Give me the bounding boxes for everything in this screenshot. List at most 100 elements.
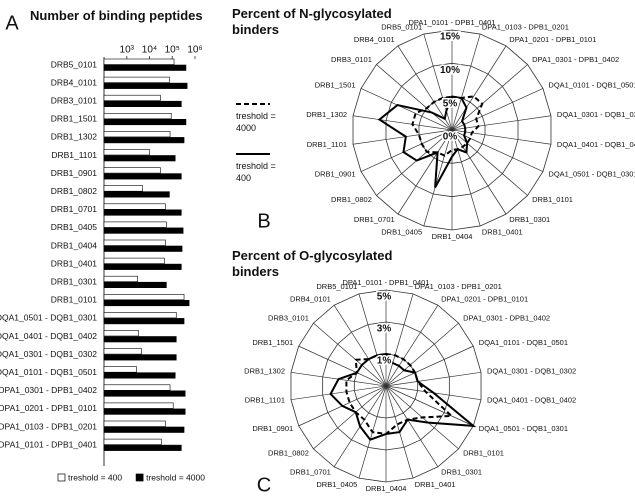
bar bbox=[103, 426, 185, 433]
y-tick-label: DRB1_0701 bbox=[51, 204, 98, 214]
y-tick-label: DRB1_0301 bbox=[51, 276, 98, 286]
category-label: DQA1_0101 - DQB1_0501 bbox=[548, 81, 635, 90]
bar bbox=[103, 312, 177, 319]
bar bbox=[103, 58, 175, 65]
category-label: DPA1_0101 - DPB1_0401 bbox=[342, 278, 429, 287]
panel-label: B bbox=[257, 210, 270, 232]
spoke bbox=[451, 33, 481, 131]
category-label: DRB1_0901 bbox=[315, 169, 356, 178]
legend-label: treshold = 400 bbox=[68, 472, 122, 482]
category-label: DRB1_1101 bbox=[245, 396, 285, 405]
bar bbox=[103, 438, 162, 445]
spoke bbox=[385, 371, 482, 387]
category-label: DRB3_0101 bbox=[268, 314, 309, 323]
y-tick-label: DRB1_1101 bbox=[51, 150, 97, 160]
bar bbox=[103, 366, 137, 373]
radar-line bbox=[377, 95, 469, 189]
bar bbox=[103, 420, 166, 427]
category-label: DRB4_0101 bbox=[354, 35, 395, 44]
y-tick-label: DPA1_0301 - DPB1_0402 bbox=[0, 385, 97, 395]
y-tick-label: DRB5_0101 bbox=[51, 59, 98, 69]
bar bbox=[103, 191, 170, 198]
spoke bbox=[376, 129, 453, 196]
category-label: DQA1_0301 - DQB1_0302 bbox=[487, 366, 576, 375]
r-tick-label: 3% bbox=[377, 324, 392, 335]
category-label: DQA1_0301 - DQB1_0302 bbox=[557, 110, 635, 119]
category-label: DRB1_0301 bbox=[441, 468, 482, 477]
bar bbox=[103, 173, 182, 180]
category-label: DPA1_0101 - DPB1_0401 bbox=[408, 18, 495, 27]
spoke bbox=[451, 129, 552, 145]
bar bbox=[103, 299, 190, 307]
bar bbox=[103, 119, 187, 126]
category-label: DRB1_1501 bbox=[315, 81, 356, 90]
bar bbox=[103, 64, 187, 71]
y-tick-label: DRB1_1501 bbox=[51, 114, 98, 124]
y-tick-label: DRB1_0901 bbox=[51, 168, 98, 178]
spoke bbox=[290, 385, 387, 401]
category-label: DQA1_0501 - DQB1_0301 bbox=[479, 424, 568, 433]
bar bbox=[103, 354, 177, 361]
panel-label: C bbox=[257, 474, 271, 496]
r-tick-label: 0% bbox=[443, 132, 458, 143]
spoke bbox=[451, 64, 528, 131]
spoke bbox=[385, 385, 439, 467]
chart-title: Number of binding peptides bbox=[30, 8, 203, 23]
bar bbox=[103, 155, 176, 162]
category-label: DPA1_0301 - DPB1_0402 bbox=[463, 314, 550, 323]
spoke bbox=[385, 385, 474, 427]
bar bbox=[103, 263, 182, 270]
y-tick-label: DRB1_0101 bbox=[51, 295, 98, 305]
bar bbox=[103, 221, 167, 228]
bar bbox=[103, 167, 161, 174]
y-tick-label: DPA1_0201 - DPB1_0101 bbox=[0, 403, 97, 413]
bar bbox=[103, 245, 183, 252]
r-tick-label: 1% bbox=[377, 356, 392, 367]
radar-line bbox=[329, 352, 477, 441]
category-label: DRB1_1302 bbox=[306, 110, 347, 119]
category-label: DRB1_1501 bbox=[252, 338, 293, 347]
spoke bbox=[451, 45, 507, 131]
category-label: DRB5_0101 bbox=[316, 282, 357, 291]
category-label: DRB1_0404 bbox=[432, 232, 473, 241]
bar bbox=[103, 348, 142, 355]
r-tick-label: 15% bbox=[440, 32, 460, 43]
bar bbox=[103, 131, 171, 138]
spoke bbox=[313, 322, 387, 387]
category-label: DRB1_0901 bbox=[252, 424, 293, 433]
bar bbox=[103, 185, 143, 192]
spoke bbox=[397, 129, 453, 215]
category-label: DRB1_0701 bbox=[354, 215, 395, 224]
category-label: DRB3_0101 bbox=[331, 55, 372, 64]
y-tick-label: DRB1_1302 bbox=[51, 132, 98, 142]
r-tick-label: 5% bbox=[377, 292, 392, 303]
spoke bbox=[385, 322, 459, 387]
spoke bbox=[385, 293, 414, 387]
r-tick-label: 5% bbox=[443, 98, 458, 109]
category-label: DRB1_0701 bbox=[290, 468, 331, 477]
panel-label: A bbox=[5, 12, 19, 34]
spoke bbox=[397, 45, 453, 131]
spoke bbox=[360, 129, 453, 172]
bar bbox=[103, 402, 174, 409]
bar bbox=[103, 330, 139, 337]
y-tick-label: DRB1_0802 bbox=[51, 186, 98, 196]
category-label: DQA1_0401 - DQB1_0402 bbox=[487, 396, 576, 405]
y-tick-label: DRB4_0101 bbox=[51, 77, 98, 87]
bar bbox=[103, 257, 165, 264]
legend-label: treshold = 4000 bbox=[236, 111, 276, 133]
bar bbox=[103, 113, 172, 120]
y-tick-label: DPA1_0103 - DPB1_0201 bbox=[0, 421, 97, 431]
spoke bbox=[360, 88, 453, 131]
spoke bbox=[298, 345, 387, 387]
category-label: DPA1_0103 - DPB1_0201 bbox=[482, 22, 569, 31]
bar bbox=[103, 444, 182, 451]
category-label: DRB1_0802 bbox=[268, 448, 309, 457]
legend-swatch bbox=[57, 473, 66, 482]
y-tick-label: DRB3_0101 bbox=[51, 95, 98, 105]
chart-title: Percent of N-glycosylated binders bbox=[232, 6, 392, 37]
category-label: DRB1_0101 bbox=[532, 195, 573, 204]
spoke bbox=[313, 385, 387, 450]
bar bbox=[103, 94, 161, 101]
